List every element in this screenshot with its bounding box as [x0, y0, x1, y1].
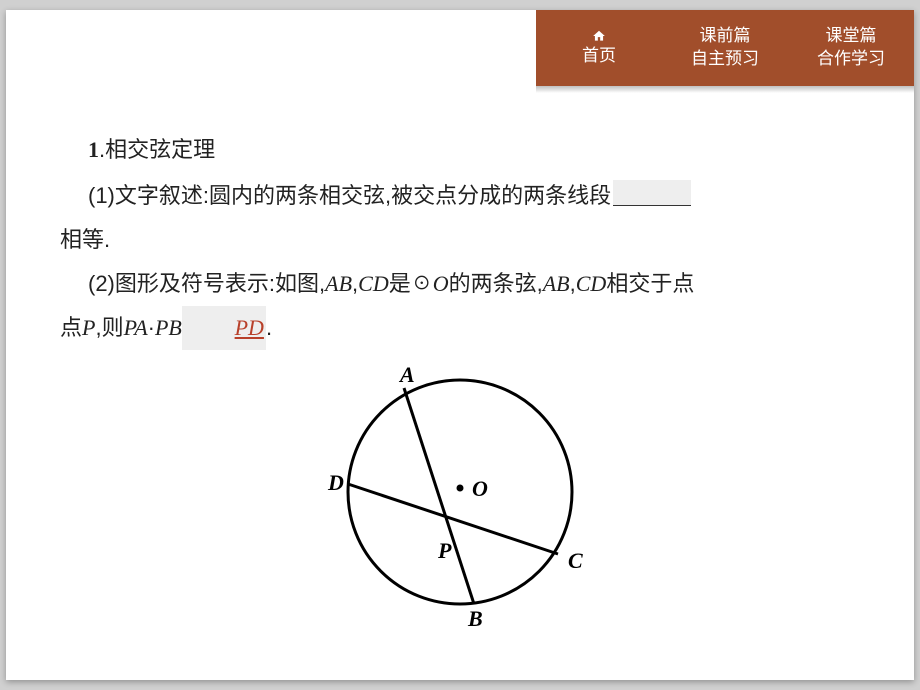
svg-text:C: C: [568, 548, 583, 573]
nav-tab-preclass[interactable]: 课前篇 自主预习: [662, 10, 788, 86]
paragraph-2: (2)图形及符号表示:如图,AB,CD是☉O的两条弦,AB,CD相交于点: [60, 262, 860, 306]
paragraph-2b: 点P,则PA·PB=PC·PD.: [60, 306, 860, 350]
nav-tab-class-line2: 合作学习: [817, 48, 885, 71]
heading-number: 1: [88, 137, 99, 162]
p2-ab2: AB: [543, 271, 570, 296]
svg-text:O: O: [472, 476, 488, 501]
p2-dot: ·: [148, 315, 155, 340]
nav-tab-home-label: 首页: [582, 45, 616, 68]
paragraph-1b: 相等.: [60, 218, 860, 262]
p2-c: 的两条弦,: [449, 271, 543, 296]
nav-tab-preclass-line2: 自主预习: [691, 48, 759, 71]
p2-p: P: [82, 315, 95, 340]
blank2-hidden: =PC·: [184, 315, 235, 340]
fill-blank-2[interactable]: =PC·PD: [182, 306, 266, 350]
geometry-figure: O A B C D P: [326, 358, 594, 634]
svg-text:D: D: [327, 470, 344, 495]
svg-text:P: P: [437, 538, 452, 563]
p2-cd2: CD: [576, 271, 607, 296]
nav-tab-home[interactable]: 首页: [536, 10, 662, 86]
section-heading: 1.相交弦定理: [60, 128, 860, 172]
p2-pa: PA: [124, 315, 148, 340]
svg-text:B: B: [467, 606, 483, 631]
nav-tab-class[interactable]: 课堂篇 合作学习: [788, 10, 914, 86]
figure-container: O A B C D P: [60, 358, 860, 634]
p2-pb: PB: [155, 315, 182, 340]
p2-ab: AB: [325, 271, 352, 296]
p1-prefix: (1)文字叙述:圆内的两条相交弦,被交点分成的两条线段: [88, 183, 611, 208]
svg-text:A: A: [398, 362, 415, 387]
p2-b: 是☉: [389, 271, 433, 296]
slide-page: 首页 课前篇 自主预习 课堂篇 合作学习 1.相交弦定理 (1)文字叙述:圆内的…: [6, 10, 914, 680]
paragraph-1: (1)文字叙述:圆内的两条相交弦,被交点分成的两条线段: [60, 174, 860, 218]
nav-tab-class-line1: 课堂篇: [826, 25, 877, 48]
p1-suffix: 相等.: [60, 227, 110, 252]
p2-e: ,则: [95, 315, 123, 340]
p2-dprefix: 点: [60, 315, 82, 340]
home-icon: [592, 29, 606, 43]
top-nav: 首页 课前篇 自主预习 课堂篇 合作学习: [536, 10, 914, 86]
p2-period: .: [266, 315, 272, 340]
fill-blank-1[interactable]: [613, 180, 691, 206]
nav-tab-preclass-line1: 课前篇: [700, 25, 751, 48]
heading-text: 相交弦定理: [105, 137, 215, 162]
p2-a: (2)图形及符号表示:如图,: [88, 271, 325, 296]
blank2-peek: PD: [235, 315, 264, 340]
slide-content: 1.相交弦定理 (1)文字叙述:圆内的两条相交弦,被交点分成的两条线段 相等. …: [60, 128, 860, 634]
p2-d: 相交于点: [606, 271, 694, 296]
p2-cd: CD: [358, 271, 389, 296]
p2-o: O: [433, 271, 449, 296]
